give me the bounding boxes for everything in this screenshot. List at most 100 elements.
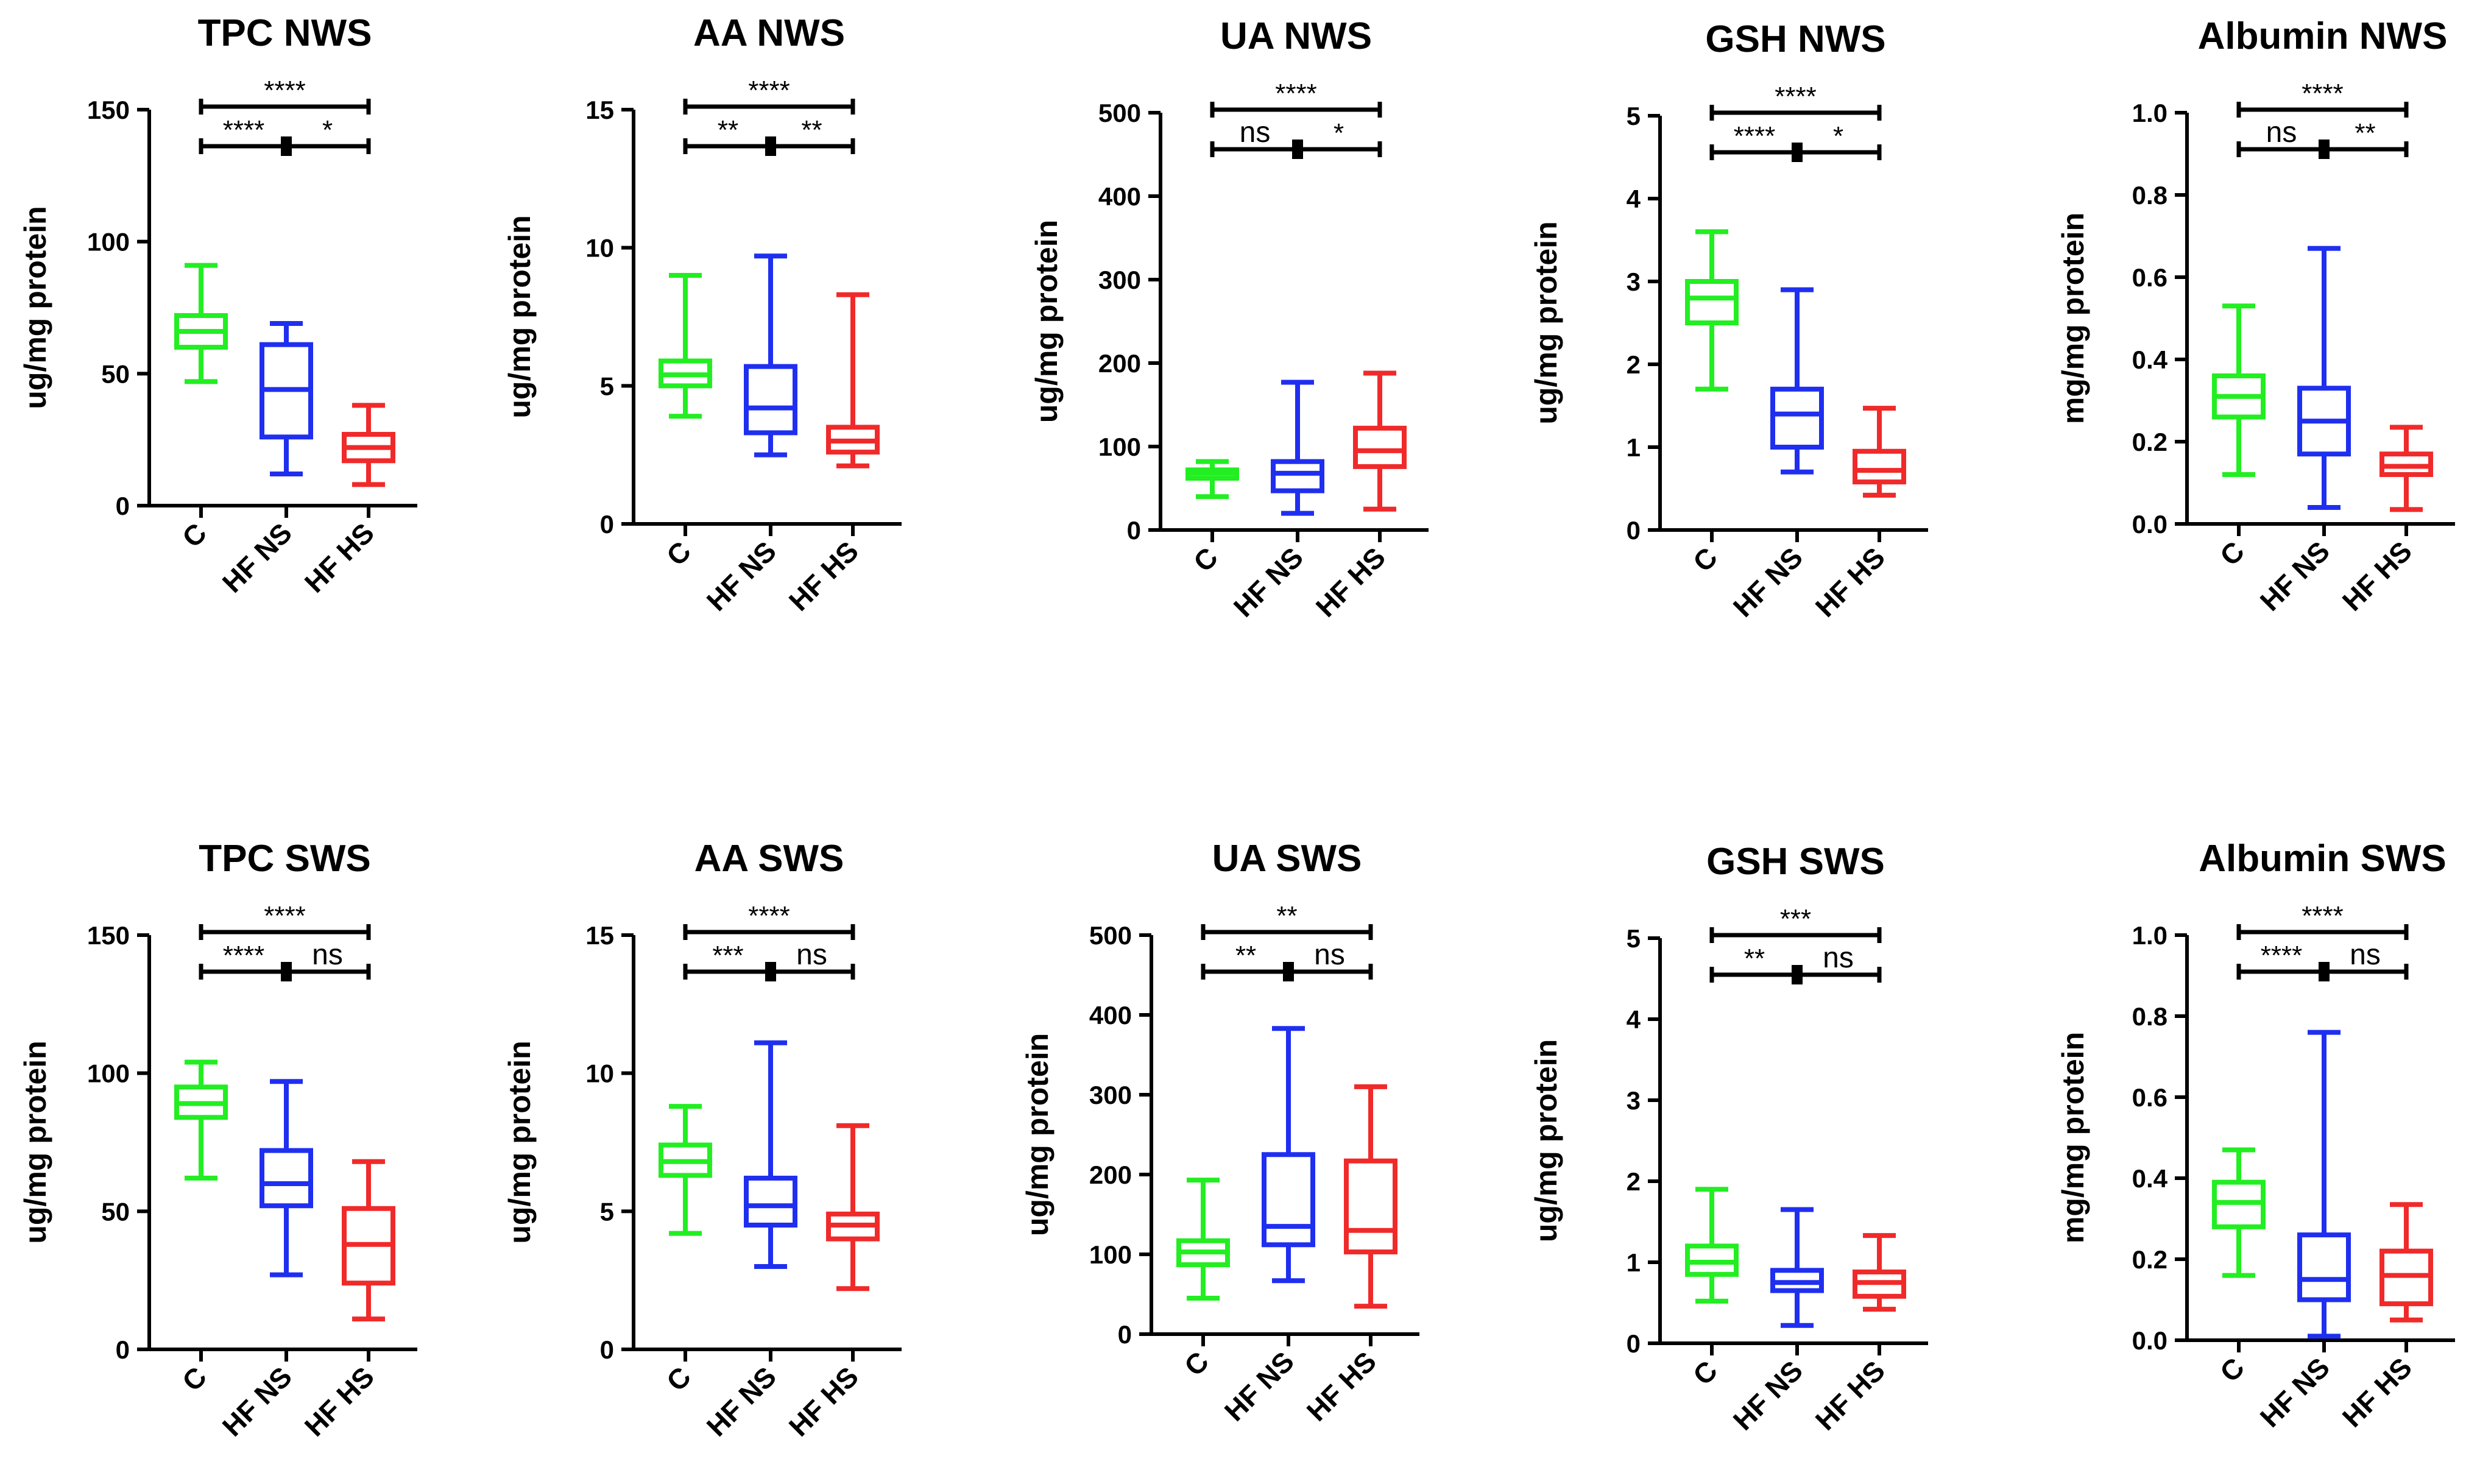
sig-label-top: **** — [748, 901, 790, 931]
y-axis-label: mg/mg protein — [2056, 213, 2090, 424]
y-axis-label: ug/mg protein — [1030, 220, 1064, 423]
box-c — [1185, 459, 1239, 500]
y-tick-label: 5 — [1627, 924, 1641, 953]
y-tick-label: 0 — [600, 1335, 614, 1364]
x-tick-label: HF HS — [1809, 1354, 1891, 1436]
box-hf-hs — [342, 403, 395, 487]
sig-label-left: ** — [1235, 941, 1256, 970]
box-hf-ns — [1770, 1207, 1824, 1328]
box-hf-ns — [260, 321, 313, 476]
y-axis-label: ug/mg protein — [18, 206, 52, 409]
y-tick-label: 400 — [1089, 1001, 1132, 1030]
box-c — [659, 273, 712, 419]
y-tick-label: 2 — [1627, 1167, 1641, 1196]
box-iqr — [1853, 448, 1906, 485]
x-tick-label: C — [176, 517, 213, 553]
sig-bracket-junction — [281, 136, 292, 156]
chart-title: UA SWS — [1212, 838, 1362, 880]
y-tick-label: 3 — [1627, 267, 1641, 296]
x-tick-label: HF NS — [701, 535, 782, 617]
box-hf-hs — [1344, 1084, 1397, 1309]
x-tick-label: C — [1187, 541, 1224, 578]
y-tick-label: 500 — [1098, 99, 1141, 127]
box-iqr — [744, 1175, 797, 1228]
x-tick-label: HF HS — [299, 517, 380, 598]
y-tick-label: 150 — [87, 96, 130, 124]
sig-bracket-junction — [765, 962, 776, 981]
y-tick-label: 10 — [585, 234, 614, 263]
y-tick-label: 0.8 — [2132, 1002, 2167, 1031]
x-tick-label: HF NS — [216, 1360, 298, 1442]
y-tick-label: 200 — [1089, 1161, 1132, 1189]
sig-bracket-junction — [1792, 143, 1803, 162]
y-axis-label: ug/mg protein — [503, 215, 537, 418]
y-tick-label: 0.4 — [2132, 1164, 2168, 1193]
y-tick-label: 15 — [585, 96, 614, 124]
y-tick-label: 0.0 — [2132, 510, 2167, 539]
y-tick-label: 0.4 — [2132, 345, 2168, 374]
box-hf-ns — [1770, 287, 1824, 475]
panel-ua-nws: UA NWS ug/mg protein 0 100 200 300 400 500 C HF N… — [1030, 15, 1429, 623]
x-tick-label: C — [660, 535, 697, 571]
box-hf-hs — [1853, 1233, 1906, 1312]
x-tick-label: HF NS — [2254, 1351, 2336, 1433]
box-iqr — [1770, 386, 1824, 450]
y-tick-label: 10 — [585, 1059, 614, 1088]
box-iqr — [1262, 1152, 1315, 1248]
y-tick-label: 300 — [1089, 1081, 1132, 1109]
y-tick-label: 100 — [1098, 433, 1141, 461]
box-hf-hs — [2379, 1202, 2433, 1323]
sig-label-left: *** — [712, 941, 743, 970]
box-hf-hs — [826, 1123, 880, 1291]
box-iqr — [1353, 425, 1407, 469]
sig-label-right: ns — [312, 939, 343, 971]
y-axis-label: ug/mg protein — [1020, 1033, 1055, 1236]
y-axis-label: ug/mg protein — [503, 1041, 537, 1243]
sig-bracket-junction — [1292, 140, 1303, 159]
y-tick-label: 15 — [585, 921, 614, 950]
x-tick-label: C — [2214, 1351, 2250, 1388]
panel-aa-sws: AA SWS ug/mg protein 0 5 10 15 C HF NS HF HS ****… — [503, 838, 902, 1443]
box-iqr — [260, 1148, 313, 1209]
sig-bracket-junction — [2319, 962, 2330, 981]
chart-title: Albumin SWS — [2199, 838, 2446, 880]
box-hf-hs — [342, 1159, 395, 1322]
box-hf-ns — [2297, 246, 2351, 510]
box-hf-hs — [1853, 406, 1906, 498]
y-tick-label: 100 — [87, 1059, 130, 1088]
x-tick-label: HF HS — [783, 535, 864, 617]
box-hf-hs — [2379, 425, 2433, 512]
y-tick-label: 0 — [1627, 1329, 1641, 1358]
sig-label-top: **** — [2302, 79, 2344, 108]
box-hf-hs — [1353, 370, 1407, 512]
x-tick-label: HF HS — [1301, 1345, 1382, 1427]
y-axis-label: ug/mg protein — [1529, 1039, 1563, 1242]
sig-label-top: **** — [1275, 79, 1317, 108]
sig-label-right: ns — [2350, 939, 2381, 971]
y-tick-label: 400 — [1098, 182, 1141, 211]
y-tick-label: 0 — [600, 510, 614, 539]
sig-label-left: ns — [2266, 116, 2297, 149]
chart-title: Albumin NWS — [2198, 15, 2448, 57]
sig-label-left: ** — [718, 115, 738, 145]
x-tick-label: C — [1687, 1354, 1723, 1391]
box-c — [659, 1104, 712, 1236]
y-axis-label: ug/mg protein — [1529, 221, 1563, 424]
x-tick-label: HF HS — [2336, 1351, 2418, 1433]
x-tick-label: HF NS — [1727, 1354, 1809, 1436]
sig-bracket-junction — [281, 962, 292, 981]
sig-label-left: **** — [223, 115, 265, 145]
box-c — [1176, 1178, 1230, 1301]
y-tick-label: 100 — [1089, 1240, 1132, 1269]
sig-label-left: ** — [1744, 944, 1765, 973]
y-axis-label: mg/mg protein — [2056, 1032, 2090, 1243]
box-iqr — [1271, 459, 1324, 493]
x-tick-label: C — [1178, 1345, 1215, 1382]
box-hf-ns — [744, 1040, 797, 1269]
sig-label-top: ** — [1276, 901, 1297, 931]
sig-bracket-junction — [1792, 965, 1803, 984]
panel-albumin-sws: Albumin SWS mg/mg protein 0.0 0.2 0.4 0.6 0.8 1… — [2056, 838, 2455, 1433]
x-tick-label: C — [660, 1360, 697, 1397]
sig-label-right: ns — [1823, 942, 1854, 974]
